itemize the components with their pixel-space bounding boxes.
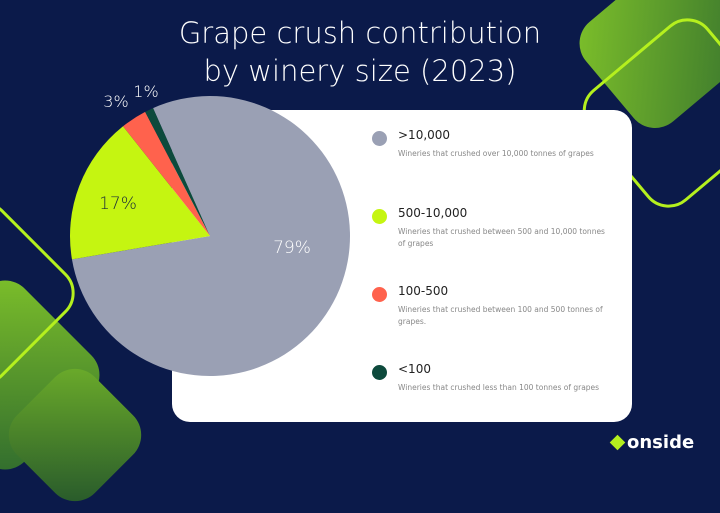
legend-swatch — [372, 365, 387, 380]
legend-description: Wineries that crushed over 10,000 tonnes… — [398, 149, 594, 158]
pie-slice — [123, 111, 210, 236]
legend-swatch — [372, 209, 387, 224]
slice-label: 79% — [273, 238, 311, 258]
legend-description: Wineries that crushed less than 100 tonn… — [398, 383, 600, 392]
brand-logo: onside — [609, 432, 695, 453]
legend-label: >10,000 — [398, 128, 451, 142]
pie-slice — [71, 95, 351, 376]
legend-label: <100 — [398, 362, 431, 376]
legend-description: Wineries that crushed between 500 and 10… — [398, 227, 605, 248]
brand-name: onside — [627, 432, 695, 453]
pie-slice — [145, 108, 210, 236]
slice-label: 1% — [133, 82, 158, 101]
legend-label: 500-10,000 — [398, 206, 468, 220]
slice-label: 17% — [99, 194, 137, 214]
title-line: by winery size (2023) — [203, 54, 517, 88]
legend-swatch — [372, 287, 387, 302]
logo-icon — [609, 434, 626, 451]
chart-title: Grape crush contribution by winery size … — [140, 14, 580, 90]
legend-label: 100-500 — [398, 284, 449, 298]
legend-swatch — [372, 131, 387, 146]
pie-chart: 79% 17% 3% 1% — [70, 82, 351, 376]
title-line: Grape crush contribution — [178, 16, 542, 50]
slice-label: 3% — [103, 92, 128, 111]
pie-slice — [70, 126, 210, 260]
legend-description: Wineries that crushed between 100 and 50… — [398, 305, 603, 326]
